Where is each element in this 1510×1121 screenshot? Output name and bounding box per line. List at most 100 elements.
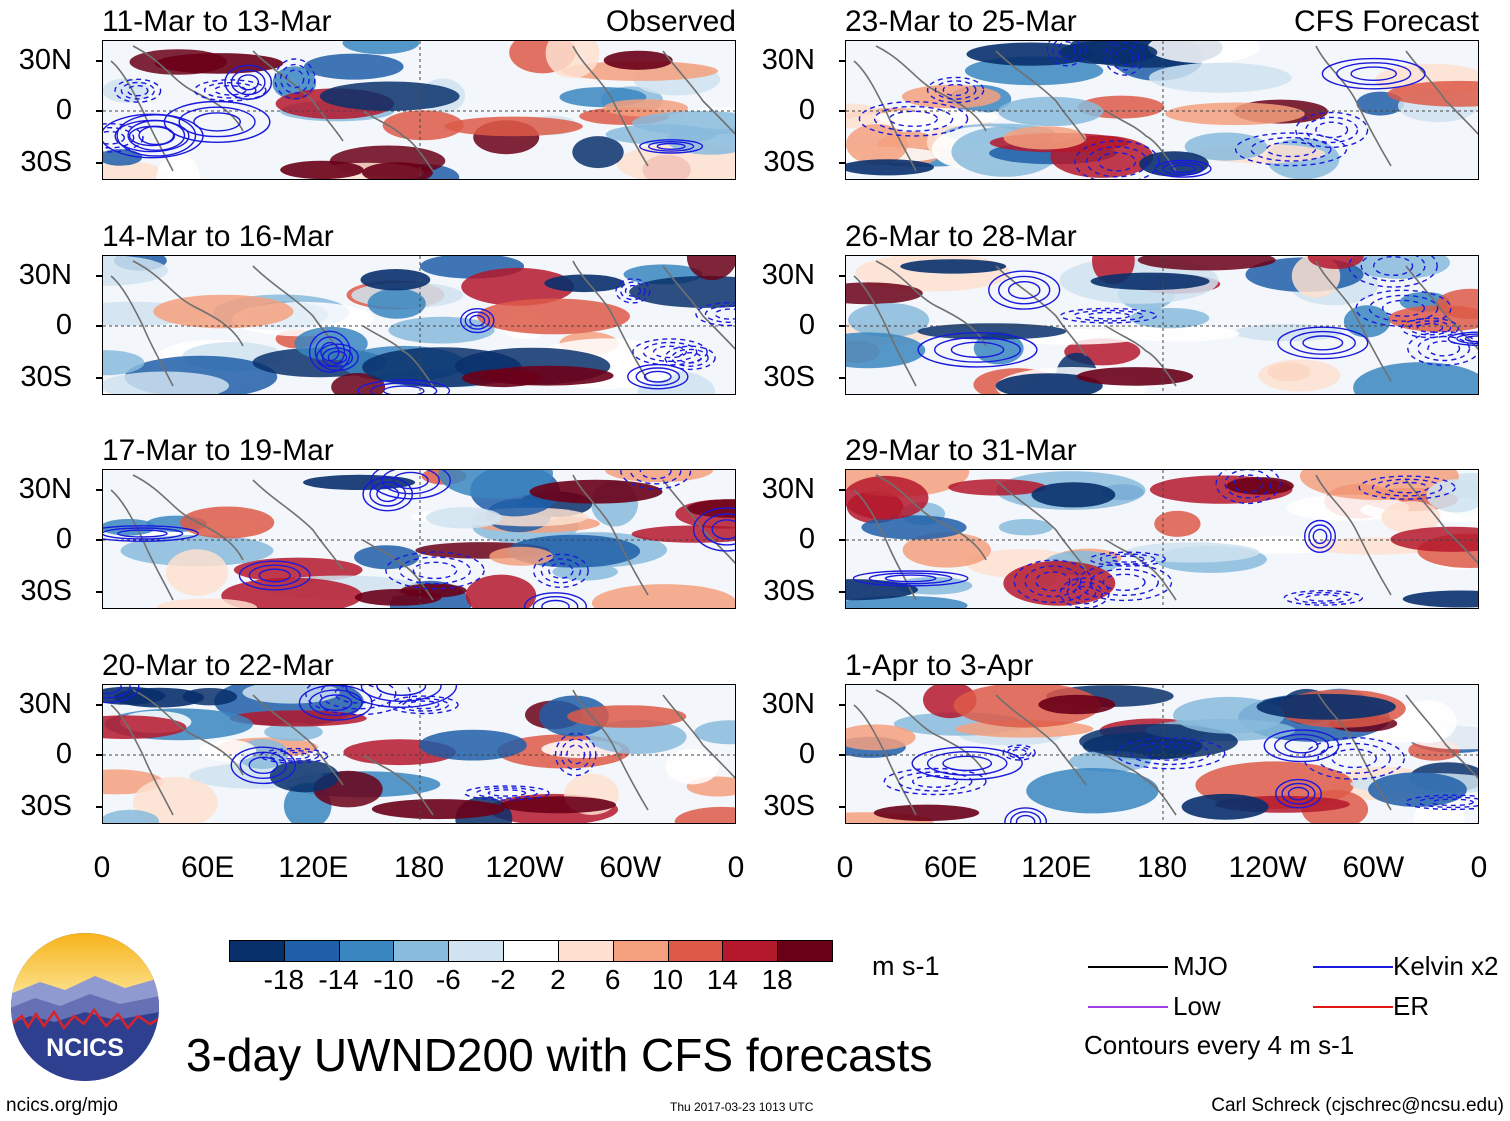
kelvin-contour [883, 767, 987, 796]
coastline [875, 474, 987, 561]
kelvin-contour [127, 119, 186, 151]
panel-label: CFS Forecast [1293, 5, 1479, 38]
ncics-logo: NCICS [10, 932, 160, 1082]
uwnd-anomaly-shade [1368, 772, 1467, 807]
coastline [572, 689, 649, 811]
kelvin-contour [1447, 331, 1478, 347]
kelvin-contour [1085, 146, 1148, 178]
y-tick-mark [96, 539, 102, 541]
kelvin-contour [632, 338, 708, 366]
coastline [132, 260, 244, 347]
colorbar-tick-label: 6 [604, 964, 621, 995]
jet-core-shade [1038, 694, 1116, 715]
uwnd-anomaly-shade [133, 777, 218, 823]
uwnd-anomaly-shade [465, 574, 537, 608]
y-tick-label: 30N [761, 473, 815, 505]
jet-core-shade [1031, 482, 1116, 508]
main-title: 3-day UWND200 with CFS forecasts [186, 1029, 933, 1081]
kelvin-contour [1416, 323, 1444, 333]
kelvin-contour [1284, 738, 1319, 754]
jet-core-shade [1226, 477, 1294, 495]
kelvin-contour [321, 347, 354, 368]
y-tick-mark [839, 806, 845, 808]
jet-core-shade [1181, 793, 1269, 820]
kelvin-contour [704, 305, 735, 323]
uwnd-anomaly-shade [229, 710, 367, 727]
kelvin-contour [1013, 559, 1093, 604]
kelvin-contour [911, 775, 959, 788]
uwnd-anomaly-shade [264, 723, 323, 741]
kelvin-contour [464, 785, 550, 801]
uwnd-anomaly-shade [694, 720, 735, 745]
kelvin-contour [868, 572, 953, 585]
y-tick-label: 0 [798, 94, 815, 126]
kelvin-contour [1417, 335, 1471, 362]
kelvin-contour [541, 599, 570, 608]
uwnd-anomaly-shade [221, 577, 363, 608]
colorbar-tick-label: -14 [318, 964, 359, 995]
y-tick-label: 30S [763, 361, 815, 393]
y-tick-label: 30S [763, 146, 815, 178]
uwnd-anomaly-shade [1129, 307, 1210, 329]
kelvin-contour [1287, 786, 1310, 801]
uwnd-anomaly-shade [1154, 510, 1201, 537]
colorbar-swatch [229, 940, 285, 962]
uwnd-anomaly-shade [846, 103, 883, 129]
map-field [103, 256, 735, 394]
kelvin-contour [1277, 326, 1369, 360]
uwnd-anomaly-shade [561, 61, 718, 81]
map-panel [102, 40, 736, 180]
y-tick-label: 30S [20, 575, 72, 607]
uwnd-anomaly-shade [180, 506, 275, 539]
uwnd-anomaly-shade [103, 149, 143, 166]
kelvin-contour [248, 756, 279, 775]
map-panel [845, 684, 1479, 824]
footer-url: ncics.org/mjo [6, 1095, 118, 1116]
kelvin-contour [1089, 568, 1159, 597]
kelvin-contour [193, 112, 241, 132]
uwnd-anomaly-shade [603, 99, 688, 117]
kelvin-contour [643, 370, 672, 383]
colorbar-swatch [722, 940, 779, 962]
uwnd-anomaly-shade [489, 546, 553, 566]
uwnd-anomaly-shade [166, 549, 228, 596]
kelvin-contour [1274, 733, 1330, 758]
kelvin-contour [532, 596, 579, 608]
kelvin-contour [103, 525, 199, 542]
uwnd-anomaly-shade [444, 116, 583, 137]
y-tick-label: 30N [18, 44, 72, 76]
uwnd-anomaly-shade [572, 136, 624, 169]
kelvin-contour [298, 685, 373, 721]
legend-line-mjo [1088, 966, 1168, 968]
coastline [1105, 325, 1177, 387]
kelvin-contour [163, 100, 271, 143]
legend-line-low [1088, 1006, 1168, 1008]
panel-title: 26-Mar to 28-Mar [845, 220, 1077, 253]
uwnd-anomaly-shade [1353, 362, 1478, 394]
y-tick-mark [96, 110, 102, 112]
kelvin-contour [230, 69, 266, 96]
kelvin-contour [671, 348, 709, 367]
coastline [110, 704, 174, 816]
kelvin-contour [1400, 317, 1460, 339]
y-tick-mark [839, 162, 845, 164]
map-field [103, 41, 735, 179]
kelvin-contour [114, 78, 162, 103]
uwnd-anomaly-shade [388, 316, 495, 344]
colorbar-swatch [448, 940, 505, 962]
kelvin-contour [248, 564, 301, 587]
uwnd-anomaly-shade [1350, 256, 1450, 279]
kelvin-contour [370, 382, 438, 394]
kelvin-contour [1281, 782, 1316, 805]
coastline [362, 539, 434, 601]
kelvin-contour [103, 123, 144, 153]
kelvin-contour [407, 700, 440, 710]
kelvin-contour [620, 281, 646, 301]
y-tick-label: 0 [55, 309, 72, 341]
kelvin-contour [1154, 159, 1212, 178]
colorbar-swatch [667, 940, 724, 962]
kelvin-contour [213, 85, 247, 96]
jet-core-shade [603, 50, 673, 70]
kelvin-contour [624, 284, 642, 297]
uwnd-anomaly-shade [1390, 526, 1478, 552]
